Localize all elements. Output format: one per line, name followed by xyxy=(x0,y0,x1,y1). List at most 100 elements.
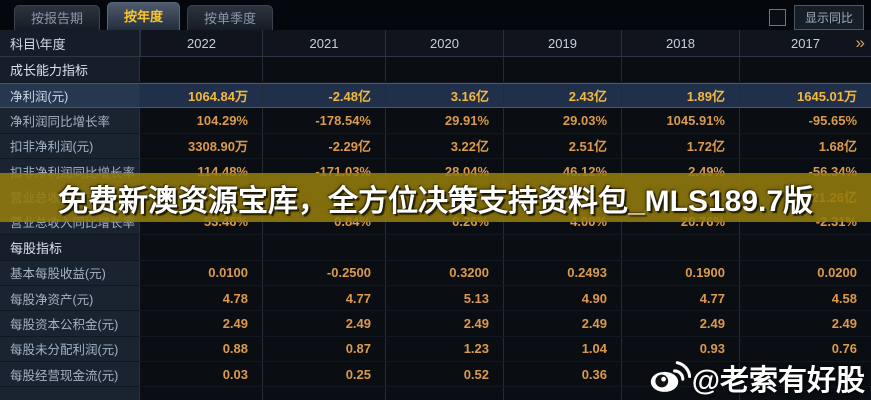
value-cell: 4.77 xyxy=(262,286,385,311)
table-row[interactable]: 每股资本公积金(元) 2.49 2.49 2.49 2.49 2.49 2.49 xyxy=(0,311,871,337)
value-cell xyxy=(140,387,262,400)
value-cell: 2.49 xyxy=(262,311,385,336)
table-row[interactable]: 每股未分配利润(元) 0.88 0.87 1.23 1.04 0.93 0.76 xyxy=(0,336,871,362)
value-cell: 20.76% xyxy=(621,209,739,234)
table-row[interactable]: 基本每股收益(元) 0.0100 -0.2500 0.3200 0.2493 0.1900… xyxy=(0,260,871,287)
year-column-header: 2018 xyxy=(621,30,739,56)
value-cell: 0.0100 xyxy=(140,260,262,286)
value-cell xyxy=(621,57,739,82)
table-row[interactable]: 营业总收入(元) 21.26亿 xyxy=(0,184,871,210)
value-cell xyxy=(140,234,262,260)
table-row[interactable]: 净利润同比增长率 104.29% -178.54% 29.91% 29.03% 1045.… xyxy=(0,108,871,134)
value-cell xyxy=(385,234,503,260)
value-cell: 0.76 xyxy=(739,336,871,361)
value-cell xyxy=(503,234,621,260)
value-cell: 114.48% xyxy=(140,158,262,184)
value-cell: 4.00% xyxy=(503,209,621,234)
value-cell: 1064.84万 xyxy=(140,84,262,108)
value-cell: 1.23 xyxy=(385,336,503,361)
value-cell xyxy=(503,57,621,82)
value-cell: 0.26% xyxy=(385,209,503,234)
year-column-header: 2021 xyxy=(262,30,385,56)
value-cell: 0.84% xyxy=(262,209,385,234)
value-cell: 1045.91% xyxy=(621,108,739,133)
value-cell: 4.78 xyxy=(140,286,262,311)
row-label: 每股未分配利润(元) xyxy=(0,336,140,361)
value-cell xyxy=(739,234,871,260)
value-cell: 0.1900 xyxy=(621,260,739,286)
corner-header-cell: 科目\年度 xyxy=(0,30,140,56)
value-cell: 4.90 xyxy=(503,286,621,311)
tab-by-quarter[interactable]: 按单季度 xyxy=(187,5,274,30)
table-row[interactable]: 每股净资产(元) 4.78 4.77 5.13 4.90 4.77 4.58 xyxy=(0,286,871,312)
value-cell: 0.0200 xyxy=(739,260,871,286)
row-label: 每股指标 xyxy=(0,234,140,260)
value-cell: 0.3200 xyxy=(385,260,503,286)
value-cell xyxy=(262,387,385,400)
value-cell xyxy=(621,361,739,387)
value-cell: -95.65% xyxy=(739,108,871,133)
section-header-row: 每股指标 xyxy=(0,234,871,261)
value-cell: 2.49 xyxy=(739,311,871,336)
show-yoy-checkbox[interactable] xyxy=(768,9,786,26)
row-label: 成长能力指标 xyxy=(0,57,140,82)
value-cell xyxy=(262,234,385,260)
value-cell xyxy=(739,387,871,400)
value-cell: 1.04 xyxy=(503,336,621,361)
tab-bar: 按报告期 按年度 按单季度 xyxy=(0,0,871,30)
value-cell: 0.87 xyxy=(262,336,385,361)
value-cell xyxy=(385,57,503,82)
yoy-controls: 显示同比 xyxy=(768,5,864,30)
value-cell: 1.72亿 xyxy=(621,133,739,158)
table-row[interactable]: 每股经营现金流(元) 0.03 0.25 0.52 0.36 xyxy=(0,361,871,388)
value-cell: 3.16亿 xyxy=(385,84,503,108)
value-cell xyxy=(503,387,621,400)
tab-by-report-period[interactable]: 按报告期 xyxy=(14,5,101,30)
value-cell: 2.49 xyxy=(621,311,739,336)
more-years-chevron-icon[interactable]: » xyxy=(855,33,865,52)
table-row[interactable]: 扣非净利润(元) 3308.90万 -2.29亿 3.22亿 2.51亿 1.72亿 1.6… xyxy=(0,133,871,159)
row-label: 基本每股收益(元) xyxy=(0,260,140,286)
value-cell: -2.29亿 xyxy=(262,133,385,158)
value-cell: 1645.01万 xyxy=(739,84,871,108)
value-cell: -178.54% xyxy=(262,108,385,133)
value-cell xyxy=(385,184,503,209)
value-cell xyxy=(140,184,262,209)
row-label: 净利润同比增长率 xyxy=(0,108,140,133)
row-label: 营业总收入(元) xyxy=(0,184,140,209)
value-cell: 28.04% xyxy=(385,158,503,184)
show-yoy-toggle-label[interactable]: 显示同比 xyxy=(793,5,864,30)
value-cell xyxy=(503,184,621,209)
value-cell: -2.31% xyxy=(739,209,871,234)
value-cell xyxy=(621,234,739,260)
value-cell: 5.13 xyxy=(385,286,503,311)
value-cell xyxy=(621,184,739,209)
value-cell xyxy=(385,387,503,400)
table-row[interactable]: 扣非净利润同比增长率 114.48% -171.03% 28.04% 46.12% 2.4… xyxy=(0,158,871,185)
value-cell: 0.52 xyxy=(385,361,503,387)
value-cell: 0.03 xyxy=(140,361,262,387)
year-column-header: 2020 xyxy=(385,30,503,56)
year-header-row: 科目\年度 2022 2021 2020 2019 2018 2017» xyxy=(0,30,871,57)
value-cell: 0.93 xyxy=(621,336,739,361)
value-cell: 29.03% xyxy=(503,108,621,133)
value-cell xyxy=(262,57,385,82)
table-row[interactable]: 净利润(元) 1064.84万 -2.48亿 3.16亿 2.43亿 1.89亿 1645.… xyxy=(0,83,871,109)
tab-by-year[interactable]: 按年度 xyxy=(107,2,181,30)
value-cell: -2.48亿 xyxy=(262,84,385,108)
year-column-header: 2019 xyxy=(503,30,621,56)
table-row xyxy=(0,387,871,400)
value-cell: 0.36 xyxy=(503,361,621,387)
row-label: 每股经营现金流(元) xyxy=(0,361,140,387)
value-cell: 3308.90万 xyxy=(140,133,262,158)
year-column-header: 2017 xyxy=(739,30,871,56)
value-cell: 53.46% xyxy=(140,209,262,234)
value-cell xyxy=(739,361,871,387)
row-label: 每股资本公积金(元) xyxy=(0,311,140,336)
value-cell: -0.2500 xyxy=(262,260,385,286)
value-cell: 29.91% xyxy=(385,108,503,133)
table-row[interactable]: 营业总收入同比增长率 53.46% 0.84% 0.26% 4.00% 20.76% -2.… xyxy=(0,209,871,235)
value-cell xyxy=(140,57,262,82)
value-cell: 46.12% xyxy=(503,158,621,184)
